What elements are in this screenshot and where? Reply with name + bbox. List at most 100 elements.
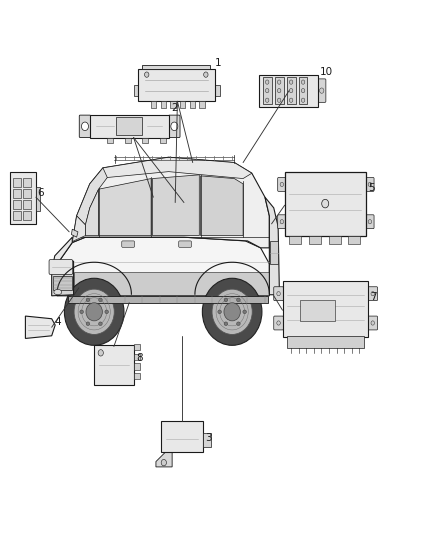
Circle shape [161,459,166,466]
Circle shape [301,80,305,84]
FancyBboxPatch shape [348,236,360,244]
Ellipse shape [237,298,240,302]
Polygon shape [99,179,151,236]
FancyBboxPatch shape [107,138,113,143]
FancyBboxPatch shape [23,211,31,220]
Polygon shape [68,296,268,303]
Ellipse shape [80,310,84,313]
FancyBboxPatch shape [94,345,134,385]
FancyBboxPatch shape [259,75,318,107]
FancyBboxPatch shape [289,236,301,244]
FancyBboxPatch shape [79,115,91,138]
FancyBboxPatch shape [300,300,335,321]
FancyBboxPatch shape [134,373,140,379]
Circle shape [368,182,371,187]
Polygon shape [156,452,172,467]
Text: 5: 5 [368,183,374,192]
Circle shape [171,122,178,131]
FancyBboxPatch shape [190,101,195,108]
FancyBboxPatch shape [285,172,366,236]
Polygon shape [99,157,252,184]
FancyBboxPatch shape [180,101,185,108]
Ellipse shape [99,298,102,302]
Ellipse shape [86,298,90,302]
Circle shape [145,72,149,77]
Ellipse shape [99,322,102,326]
FancyBboxPatch shape [287,336,364,348]
Circle shape [301,88,305,93]
FancyBboxPatch shape [23,189,31,198]
FancyBboxPatch shape [125,138,131,143]
Ellipse shape [202,278,262,345]
Polygon shape [85,189,99,236]
Polygon shape [71,229,78,237]
Circle shape [81,122,88,131]
Ellipse shape [224,322,228,326]
FancyBboxPatch shape [366,215,374,229]
Polygon shape [265,197,279,295]
Ellipse shape [54,289,62,295]
Polygon shape [77,168,107,225]
FancyBboxPatch shape [13,178,21,187]
FancyBboxPatch shape [134,353,140,360]
Circle shape [290,98,293,102]
FancyBboxPatch shape [90,115,169,138]
FancyBboxPatch shape [122,241,134,247]
FancyBboxPatch shape [368,287,378,301]
Polygon shape [52,261,74,296]
FancyBboxPatch shape [13,189,21,198]
Polygon shape [52,237,72,277]
FancyBboxPatch shape [270,241,278,264]
Circle shape [371,321,374,325]
Polygon shape [57,237,269,296]
FancyBboxPatch shape [274,287,283,301]
FancyBboxPatch shape [161,101,166,108]
Circle shape [277,98,281,102]
Text: 10: 10 [320,67,333,77]
FancyBboxPatch shape [283,281,368,337]
Text: 3: 3 [205,433,212,443]
Polygon shape [201,176,243,236]
FancyBboxPatch shape [368,316,378,330]
FancyBboxPatch shape [10,172,36,224]
FancyBboxPatch shape [134,344,140,350]
Circle shape [277,88,281,93]
Circle shape [277,321,280,325]
Text: 1: 1 [215,58,221,68]
Text: 7: 7 [370,293,377,302]
FancyBboxPatch shape [203,433,211,447]
FancyBboxPatch shape [142,138,148,143]
Circle shape [265,80,269,84]
Circle shape [321,199,328,208]
Ellipse shape [237,322,240,326]
Text: 6: 6 [37,188,44,198]
FancyBboxPatch shape [151,101,156,108]
Ellipse shape [243,310,247,313]
Ellipse shape [86,322,90,326]
Polygon shape [74,272,269,295]
Ellipse shape [218,310,222,313]
FancyBboxPatch shape [199,101,205,108]
Polygon shape [25,316,55,338]
FancyBboxPatch shape [13,200,21,209]
Circle shape [368,220,371,224]
Circle shape [204,72,208,77]
Ellipse shape [224,303,240,321]
FancyBboxPatch shape [116,117,142,135]
Circle shape [277,80,281,84]
FancyBboxPatch shape [274,316,283,330]
FancyBboxPatch shape [170,101,176,108]
FancyBboxPatch shape [23,178,31,187]
Circle shape [277,292,280,296]
Ellipse shape [105,310,109,313]
FancyBboxPatch shape [138,69,215,101]
Circle shape [265,88,269,93]
Text: 8: 8 [137,353,143,363]
Polygon shape [72,157,269,248]
FancyBboxPatch shape [134,364,140,370]
FancyBboxPatch shape [36,187,40,211]
Circle shape [290,80,293,84]
Ellipse shape [64,278,124,345]
FancyBboxPatch shape [275,77,283,104]
FancyBboxPatch shape [23,200,31,209]
